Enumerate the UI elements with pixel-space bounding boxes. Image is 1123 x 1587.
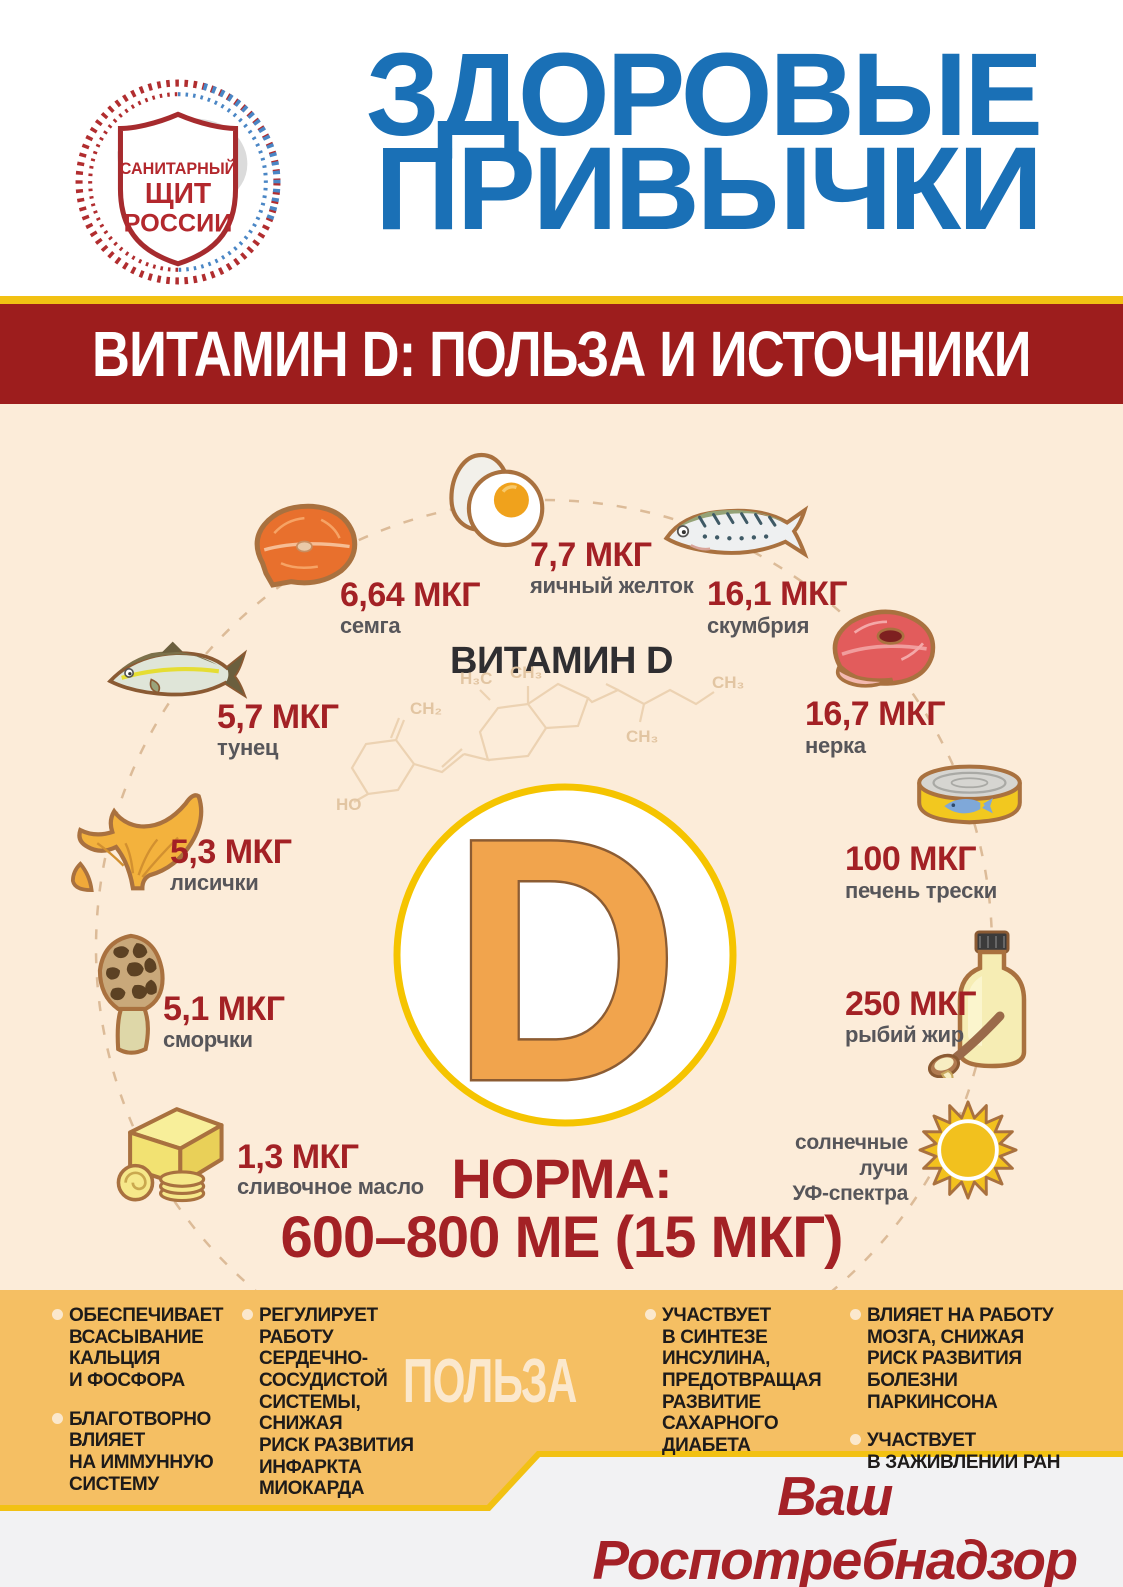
source-value: 16,7 МКГ [805,695,945,733]
bullet-dot-icon [850,1434,861,1446]
benefit-text: БЛАГОТВОРНО ВЛИЯЕТ НА ИММУННУЮ СИСТЕМУ [69,1408,214,1495]
norm-label: НОРМА: [451,1147,672,1210]
source-name: скумбрия [707,613,810,638]
benefits-column-1: ОБЕСПЕЧИВАЕТ ВСАСЫВАНИЕ КАЛЬЦИЯ И ФОСФОР… [52,1305,237,1495]
bullet-dot-icon [52,1412,63,1424]
bullet-dot-icon [242,1309,253,1320]
logo-line3: РОССИИ [124,209,233,237]
source-name: нерка [805,733,866,758]
source-value: 5,3 МКГ [170,833,292,871]
source-value: 5,7 МКГ [217,698,339,736]
rospotrebnadzor-signature: Ваш Роспотребнадзор [592,1465,1078,1587]
source-value: 100 МКГ [845,840,977,878]
benefit-item: УЧАСТВУЕТ В ЗАЖИВЛЕНИИ РАН [850,1430,1080,1473]
source-value: 7,7 МКГ [530,536,652,574]
banner: ВИТАМИН D: ПОЛЬЗА И ИСТОЧНИКИ [0,304,1123,404]
butter-icon [116,1107,224,1203]
benefit-item: ОБЕСПЕЧИВАЕТ ВСАСЫВАНИЕ КАЛЬЦИЯ И ФОСФОР… [52,1305,237,1392]
sanitary-shield-russia-logo: САНИТАРНЫЙ ЩИТ РОССИИ [75,79,281,285]
benefit-item: УЧАСТВУЕТ В СИНТЕЗЕ ИНСУЛИНА, ПРЕДОТВРАЩ… [645,1305,850,1457]
source-name: тунец [217,735,279,760]
salmon-steak-icon [254,503,358,588]
source-name: сморчки [163,1027,253,1052]
source-name: печень трески [845,878,997,903]
vitamin-d-molecule: HO CH₂ H₃C CH₃ CH₃ CH₃ [336,663,744,814]
source-value: 6,64 МКГ [340,576,480,614]
benefit-text: РЕГУЛИРУЕТ РАБОТУ СЕРДЕЧНО- СОСУДИСТОЙ С… [259,1305,414,1500]
chanterelles-icon [70,793,204,893]
benefits-panel [0,1290,1123,1511]
source-value: 5,1 МКГ [163,990,285,1028]
chem-h3c-label: H₃C [460,669,492,688]
chem-ho-label: HO [336,795,362,814]
morels-icon [97,933,165,1055]
benefits-column-3: УЧАСТВУЕТ В СИНТЕЗЕ ИНСУЛИНА, ПРЕДОТВРАЩ… [645,1305,850,1457]
source-name: рыбий жир [845,1022,964,1047]
source-name: сливочное масло [237,1174,424,1199]
source-name: яичный желток [530,573,694,598]
source-name: солнечные лучи УФ-спектра [792,1131,908,1206]
fish-oil-bottle-icon [928,930,1027,1078]
poster-title-line1: ЗДОРОВЫЕ [365,29,1043,161]
sockeye-steak-icon [832,609,936,688]
logo-line2: ЩИТ [145,177,211,209]
chem-ch3-ring-label: CH₃ [510,663,542,682]
tuna-icon [107,641,248,699]
cod-liver-can-icon [917,764,1022,825]
shield-icon [117,111,239,267]
benefits-heading: ПОЛЬЗА [403,1347,577,1416]
bullet-dot-icon [52,1309,63,1320]
source-name: семга [340,613,401,638]
gold-divider [0,296,1123,304]
benefit-text: УЧАСТВУЕТ В ЗАЖИВЛЕНИИ РАН [867,1430,1061,1473]
mackerel-icon [663,505,809,559]
benefit-text: УЧАСТВУЕТ В СИНТЕЗЕ ИНСУЛИНА, ПРЕДОТВРАЩ… [662,1305,822,1456]
chem-ch3-mid-label: CH₃ [626,727,658,746]
center-heading: ВИТАМИН D [450,640,673,682]
big-d-letter: D [451,781,679,1129]
benefits-column-2: РЕГУЛИРУЕТ РАБОТУ СЕРДЕЧНО- СОСУДИСТОЙ С… [242,1305,442,1500]
vitamin-d-medallion: D [393,781,737,1129]
source-value: 250 МКГ [845,985,977,1023]
benefit-text: ОБЕСПЕЧИВАЕТ ВСАСЫВАНИЕ КАЛЬЦИЯ И ФОСФОР… [69,1305,224,1391]
sun-icon [918,1100,1018,1200]
source-value: 1,3 МКГ [237,1138,359,1176]
chem-ch2-label: CH₂ [410,699,442,718]
benefit-item: ВЛИЯЕТ НА РАБОТУ МОЗГА, СНИЖАЯ РИСК РАЗВ… [850,1305,1080,1413]
egg-yolk-icon [449,452,545,548]
benefit-text: ВЛИЯЕТ НА РАБОТУ МОЗГА, СНИЖАЯ РИСК РАЗВ… [867,1305,1054,1413]
source-value: 16,1 МКГ [707,575,847,613]
poster-title-line2: ПРИВЫЧКИ [375,123,1043,255]
chem-ch3-end-label: CH₃ [712,673,744,692]
benefits-column-4: ВЛИЯЕТ НА РАБОТУ МОЗГА, СНИЖАЯ РИСК РАЗВ… [850,1305,1080,1474]
source-name: лисички [170,870,259,895]
logo-line1: САНИТАРНЫЙ [120,159,236,178]
benefit-item: РЕГУЛИРУЕТ РАБОТУ СЕРДЕЧНО- СОСУДИСТОЙ С… [242,1305,442,1500]
bullet-dot-icon [645,1309,656,1320]
banner-title: ВИТАМИН D: ПОЛЬЗА И ИСТОЧНИКИ [92,318,1031,390]
norm-value: 600–800 МЕ (15 МКГ) [280,1205,844,1270]
bullet-dot-icon [850,1309,861,1320]
benefit-item: БЛАГОТВОРНО ВЛИЯЕТ НА ИММУННУЮ СИСТЕМУ [52,1409,237,1496]
